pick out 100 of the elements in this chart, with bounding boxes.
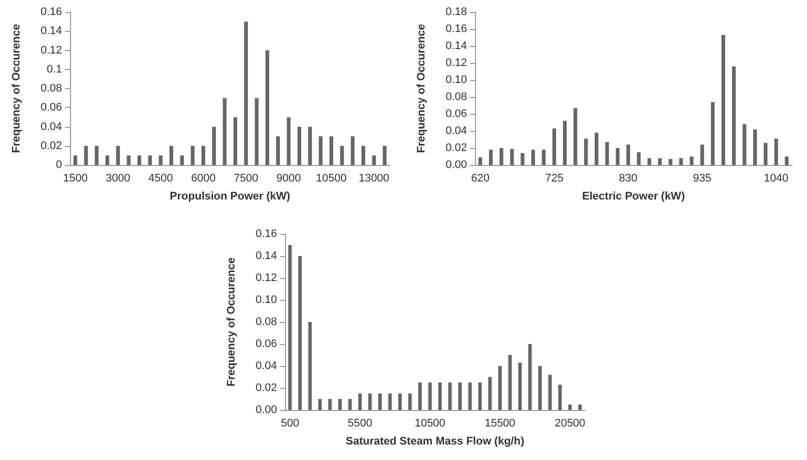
x-axis-title: Propulsion Power (kW) [170, 190, 291, 202]
bar [105, 155, 110, 165]
y-tick-label: 0.00 [446, 159, 467, 171]
bar [558, 384, 562, 410]
bar [148, 155, 152, 165]
y-tick-label: 0.16 [40, 6, 62, 18]
bar [297, 126, 302, 165]
bar [328, 399, 332, 410]
y-tick-label: 0.14 [256, 250, 277, 262]
y-tick-label: 0.06 [40, 102, 62, 114]
y-axis-title: Frequency of Occurence [416, 24, 428, 153]
x-axis-title: Electric Power (kW) [582, 190, 686, 202]
bar [668, 159, 672, 165]
bar [180, 155, 184, 165]
bar [478, 382, 482, 410]
y-tick-label: 0.04 [256, 360, 277, 372]
bar [626, 144, 630, 165]
bar [318, 136, 323, 165]
y-tick-label: 0.14 [40, 25, 62, 38]
bar [548, 374, 552, 410]
bar [578, 404, 582, 410]
x-tick-label: 9000 [276, 172, 301, 184]
bar [169, 146, 174, 165]
bar [658, 158, 662, 165]
bar [520, 153, 524, 165]
y-tick-label: 0.08 [40, 82, 62, 94]
bar [552, 128, 556, 165]
x-tick-label: 620 [471, 172, 490, 184]
y-tick-label: 0.04 [446, 125, 467, 137]
bar [388, 394, 392, 410]
bar [361, 146, 366, 165]
bar [518, 362, 522, 410]
bar [308, 126, 312, 165]
bar [528, 344, 532, 410]
bar [73, 155, 78, 165]
bar [742, 124, 746, 165]
bar [448, 382, 452, 410]
bar [679, 158, 683, 165]
y-tick-label: 0.08 [256, 316, 277, 328]
y-tick-label: 0.18 [446, 6, 467, 18]
y-tick-label: 0.00 [256, 404, 277, 416]
bar [574, 108, 578, 165]
bar [418, 382, 422, 410]
y-tick-label: 0.12 [256, 272, 277, 284]
bar [498, 366, 502, 410]
bar [116, 146, 120, 165]
bar [372, 155, 376, 165]
bar [568, 404, 572, 410]
y-tick-label: 0.16 [256, 228, 277, 240]
bar [562, 120, 567, 165]
bar [378, 394, 382, 410]
bar [94, 146, 99, 165]
x-tick-label: 10500 [316, 172, 347, 184]
y-tick-label: 0.10 [446, 74, 467, 86]
bar [764, 142, 768, 165]
y-tick-label: 0.02 [40, 140, 62, 152]
x-tick-label: 500 [280, 418, 300, 430]
x-tick-label: 725 [545, 172, 564, 184]
x-tick-label: 20500 [554, 418, 586, 430]
x-tick-label: 935 [693, 172, 712, 184]
bar [244, 22, 248, 165]
bar [489, 150, 493, 165]
y-tick-label: 0.02 [446, 142, 467, 154]
bar [137, 155, 142, 165]
bar [126, 155, 131, 165]
bar [538, 366, 542, 410]
bar [438, 382, 442, 410]
y-tick-label: 0.1 [46, 63, 62, 76]
bar [478, 157, 482, 165]
bar [329, 136, 334, 165]
y-tick-label: 0.04 [40, 120, 62, 133]
y-tick-label: 0.12 [40, 44, 62, 56]
x-tick-label: 5500 [348, 418, 372, 430]
x-tick-label: 6000 [191, 172, 216, 184]
bar [774, 138, 778, 165]
bar [265, 50, 270, 165]
bar [158, 155, 163, 165]
bar [358, 394, 362, 410]
y-tick-label: 0 [56, 159, 62, 171]
bar [605, 142, 609, 165]
bar [368, 394, 372, 410]
x-tick-label: 830 [619, 172, 638, 184]
x-tick-label: 13000 [358, 172, 390, 184]
bar [468, 382, 472, 410]
y-tick-label: 0.02 [256, 382, 277, 394]
bar [318, 399, 322, 410]
bar [531, 150, 535, 165]
bar [584, 138, 588, 165]
bar [350, 136, 355, 165]
bar [408, 394, 412, 410]
x-tick-label: 1040 [764, 172, 788, 184]
x-tick-label: 4500 [148, 172, 173, 184]
bar [428, 382, 432, 410]
bar [510, 148, 514, 165]
y-axis-title: Frequency of Occurence [10, 24, 22, 153]
bar [233, 117, 238, 165]
bar [594, 132, 598, 165]
bar [286, 117, 291, 165]
x-tick-label: 3000 [106, 172, 130, 184]
y-tick-label: 0.06 [256, 338, 277, 350]
